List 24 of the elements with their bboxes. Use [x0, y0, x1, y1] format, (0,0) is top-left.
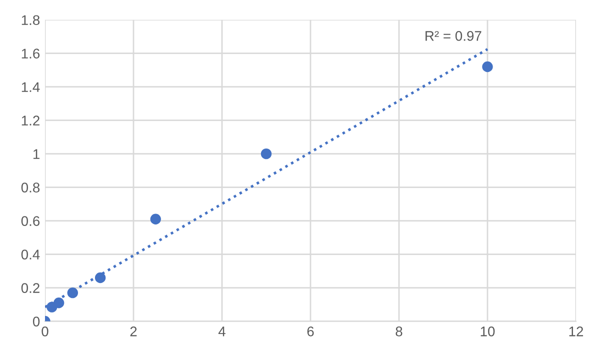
y-tick-label: 1.6: [22, 48, 40, 59]
x-tick-label: 6: [307, 326, 314, 336]
x-tick-label: 12: [569, 326, 584, 336]
point: [94, 272, 106, 284]
point: [67, 287, 78, 298]
annotation: R² = 0.97: [426, 31, 482, 41]
y-tick-label: 0: [32, 316, 40, 326]
x-tick-label: 2: [130, 326, 137, 336]
y-tick-label: 1.4: [22, 82, 40, 92]
y-tick-label: 1.8: [22, 15, 40, 26]
point: [150, 214, 161, 224]
x-tick-label: 10: [480, 326, 495, 336]
point: [482, 61, 493, 72]
y-tick-label: 1.2: [22, 116, 40, 126]
point: [53, 298, 64, 308]
point: [260, 148, 272, 160]
y-tick-label: 1: [33, 149, 40, 159]
y-tick-label: 0.4: [21, 250, 40, 260]
x-tick-label: 8: [396, 326, 402, 336]
x-tick-label: 0: [42, 326, 48, 336]
x-tick-label: 4: [218, 326, 226, 336]
y-tick-label: 0.8: [21, 182, 40, 192]
y-tick-label: 0.2: [21, 283, 40, 293]
y-tick-label: 0.6: [21, 216, 40, 226]
